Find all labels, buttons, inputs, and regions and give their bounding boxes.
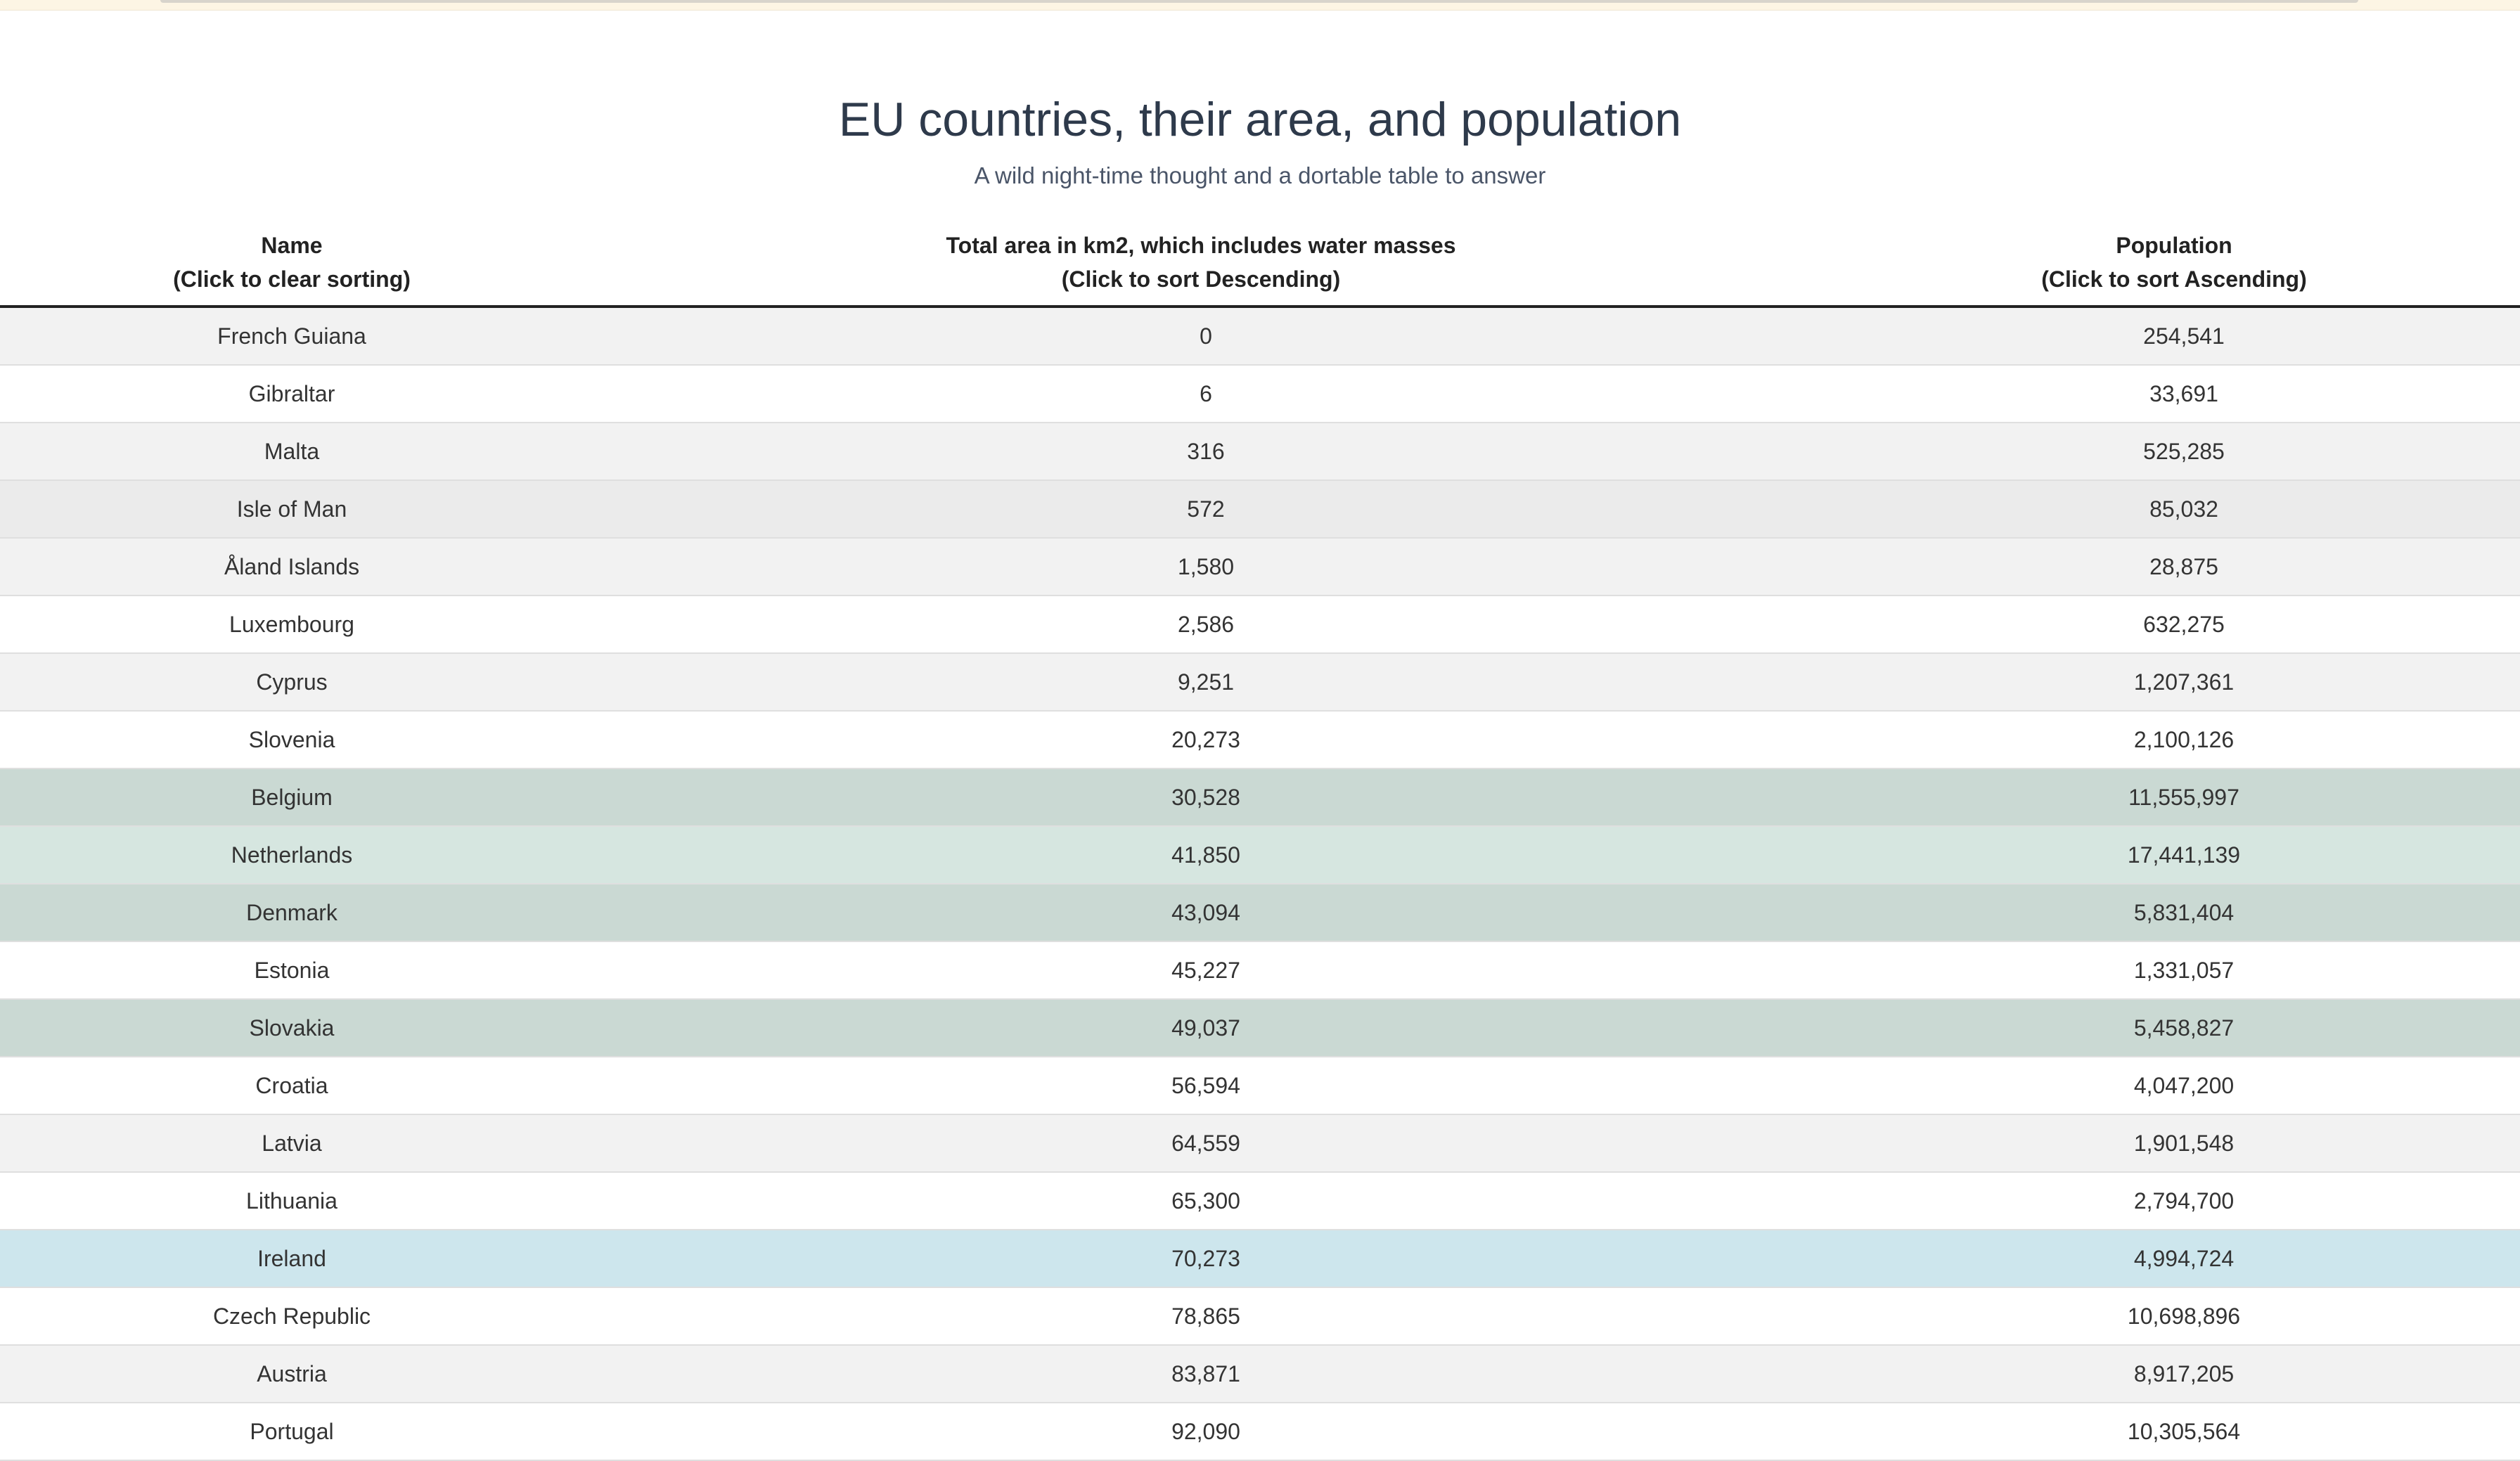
page-title: EU countries, their area, and population: [838, 93, 1682, 146]
country-name-cell: Luxembourg: [0, 596, 584, 654]
area-cell: 78,865: [584, 1287, 1828, 1346]
area-column-header[interactable]: Total area in km2, which includes water …: [584, 219, 1828, 308]
population-cell: 28,875: [1828, 538, 2520, 596]
table-row: Slovakia 49,037 5,458,827: [0, 999, 2520, 1057]
table-row: Croatia 56,594 4,047,200: [0, 1057, 2520, 1115]
area-cell: 41,850: [584, 826, 1828, 884]
page-subtitle: A wild night-time thought and a dortable…: [974, 162, 1546, 188]
country-name-cell: Croatia: [0, 1057, 584, 1115]
country-name-cell: Åland Islands: [0, 538, 584, 596]
country-name-cell: Portugal: [0, 1403, 584, 1461]
name-column-header[interactable]: Name (Click to clear sorting): [0, 219, 584, 308]
country-name-cell: Gibraltar: [0, 365, 584, 423]
country-name-cell: Lithuania: [0, 1172, 584, 1230]
area-cell: 92,090: [584, 1403, 1828, 1461]
country-name-cell: Cyprus: [0, 653, 584, 712]
population-cell: 525,285: [1828, 423, 2520, 481]
area-header-sort-hint: (Click to sort Descending): [1061, 266, 1341, 292]
population-cell: 33,691: [1828, 365, 2520, 423]
country-name-cell: Austria: [0, 1345, 584, 1403]
population-cell: 10,305,564: [1828, 1403, 2520, 1461]
population-cell: 8,917,205: [1828, 1345, 2520, 1403]
population-cell: 4,047,200: [1828, 1057, 2520, 1115]
area-cell: 65,300: [584, 1172, 1828, 1230]
table-row: Ireland 70,273 4,994,724: [0, 1230, 2520, 1288]
area-cell: 20,273: [584, 711, 1828, 769]
countries-table: Name (Click to clear sorting) Total area…: [0, 219, 2520, 1461]
table-row: Czech Republic 78,865 10,698,896: [0, 1287, 2520, 1346]
table-header: Name (Click to clear sorting) Total area…: [0, 219, 2520, 308]
name-header-label: Name: [261, 233, 323, 258]
population-cell: 1,901,548: [1828, 1114, 2520, 1173]
header-row: Name (Click to clear sorting) Total area…: [0, 219, 2520, 308]
area-cell: 316: [584, 423, 1828, 481]
table-row: Gibraltar 6 33,691: [0, 365, 2520, 423]
name-header-sort-hint: (Click to clear sorting): [173, 266, 411, 292]
table-row: Cyprus 9,251 1,207,361: [0, 653, 2520, 712]
banner-bar: [160, 0, 2358, 3]
country-name-cell: Belgium: [0, 768, 584, 827]
area-cell: 572: [584, 480, 1828, 539]
population-column-header[interactable]: Population (Click to sort Ascending): [1828, 219, 2520, 308]
area-cell: 64,559: [584, 1114, 1828, 1173]
population-cell: 11,555,997: [1828, 768, 2520, 827]
country-name-cell: Slovakia: [0, 999, 584, 1057]
table-row: Denmark 43,094 5,831,404: [0, 884, 2520, 942]
table-row: Belgium 30,528 11,555,997: [0, 768, 2520, 827]
top-banner: [0, 0, 2520, 11]
area-cell: 49,037: [584, 999, 1828, 1057]
population-cell: 2,794,700: [1828, 1172, 2520, 1230]
table-row: Lithuania 65,300 2,794,700: [0, 1172, 2520, 1230]
table-row: Malta 316 525,285: [0, 423, 2520, 481]
area-header-label: Total area in km2, which includes water …: [946, 233, 1456, 258]
table-row: Austria 83,871 8,917,205: [0, 1345, 2520, 1403]
population-cell: 254,541: [1828, 307, 2520, 366]
country-name-cell: Isle of Man: [0, 480, 584, 539]
population-header-sort-hint: (Click to sort Ascending): [2041, 266, 2307, 292]
area-cell: 56,594: [584, 1057, 1828, 1115]
table-row: Luxembourg 2,586 632,275: [0, 596, 2520, 654]
country-name-cell: French Guiana: [0, 307, 584, 366]
country-name-cell: Netherlands: [0, 826, 584, 884]
area-cell: 70,273: [584, 1230, 1828, 1288]
population-cell: 85,032: [1828, 480, 2520, 539]
population-cell: 10,698,896: [1828, 1287, 2520, 1346]
table-row: Portugal 92,090 10,305,564: [0, 1403, 2520, 1461]
area-cell: 9,251: [584, 653, 1828, 712]
area-cell: 30,528: [584, 768, 1828, 827]
area-cell: 6: [584, 365, 1828, 423]
area-cell: 1,580: [584, 538, 1828, 596]
country-name-cell: Slovenia: [0, 711, 584, 769]
population-cell: 5,458,827: [1828, 999, 2520, 1057]
population-cell: 632,275: [1828, 596, 2520, 654]
table-row: Åland Islands 1,580 28,875: [0, 538, 2520, 596]
area-cell: 45,227: [584, 941, 1828, 1000]
country-name-cell: Czech Republic: [0, 1287, 584, 1346]
country-name-cell: Ireland: [0, 1230, 584, 1288]
population-header-label: Population: [2116, 233, 2232, 258]
table-row: Estonia 45,227 1,331,057: [0, 941, 2520, 1000]
area-cell: 0: [584, 307, 1828, 366]
country-name-cell: Estonia: [0, 941, 584, 1000]
population-cell: 1,331,057: [1828, 941, 2520, 1000]
country-name-cell: Malta: [0, 423, 584, 481]
country-name-cell: Denmark: [0, 884, 584, 942]
country-name-cell: Latvia: [0, 1114, 584, 1173]
population-cell: 2,100,126: [1828, 711, 2520, 769]
population-cell: 1,207,361: [1828, 653, 2520, 712]
population-cell: 4,994,724: [1828, 1230, 2520, 1288]
table-row: Latvia 64,559 1,901,548: [0, 1114, 2520, 1173]
table-row: French Guiana 0 254,541: [0, 307, 2520, 366]
population-cell: 17,441,139: [1828, 826, 2520, 884]
table-row: Slovenia 20,273 2,100,126: [0, 711, 2520, 769]
table-row: Isle of Man 572 85,032: [0, 480, 2520, 539]
population-cell: 5,831,404: [1828, 884, 2520, 942]
area-cell: 43,094: [584, 884, 1828, 942]
area-cell: 2,586: [584, 596, 1828, 654]
table-row: Netherlands 41,850 17,441,139: [0, 826, 2520, 884]
area-cell: 83,871: [584, 1345, 1828, 1403]
table-body: French Guiana 0 254,541 Gibraltar 6 33,691 Mal…: [0, 307, 2520, 1461]
